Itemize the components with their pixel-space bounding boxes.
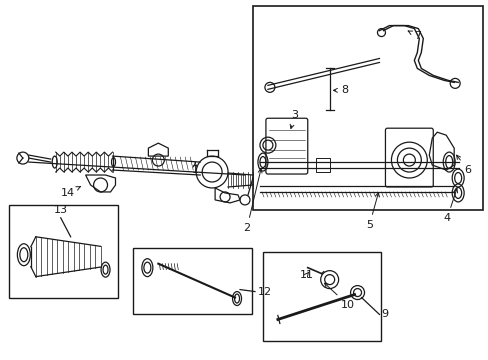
- Text: 10: 10: [324, 283, 354, 310]
- Text: 14: 14: [61, 186, 80, 198]
- Text: 5: 5: [365, 193, 379, 230]
- Text: 12: 12: [258, 287, 271, 297]
- Text: 11: 11: [299, 270, 313, 280]
- Text: 9: 9: [381, 310, 388, 319]
- Text: 2: 2: [243, 169, 262, 233]
- Text: 7: 7: [407, 31, 420, 41]
- Text: 13: 13: [54, 205, 67, 215]
- Bar: [315, 158, 329, 172]
- Text: 4: 4: [443, 189, 457, 223]
- Text: 1: 1: [191, 162, 198, 175]
- Bar: [133, 248, 251, 315]
- Text: 3: 3: [289, 110, 298, 129]
- Bar: [263, 252, 381, 341]
- Text: 8: 8: [333, 85, 347, 95]
- Bar: [252, 6, 482, 210]
- Bar: [9, 205, 118, 298]
- Text: 6: 6: [456, 155, 470, 175]
